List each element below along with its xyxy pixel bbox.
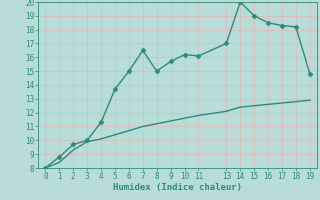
X-axis label: Humidex (Indice chaleur): Humidex (Indice chaleur) bbox=[113, 183, 242, 192]
